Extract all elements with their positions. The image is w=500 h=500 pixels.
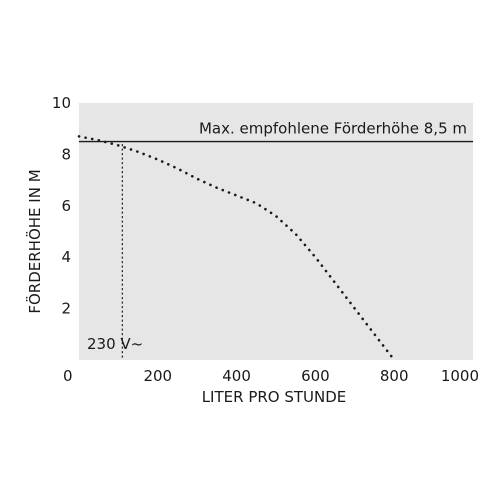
plot-area xyxy=(79,103,473,360)
x-tick-label-400: 400 xyxy=(222,367,251,385)
y-tick-label-8: 8 xyxy=(61,145,71,163)
x-tick-label-0: 0 xyxy=(63,367,73,385)
curve-line xyxy=(77,135,396,362)
y-tick-label-6: 6 xyxy=(61,197,71,215)
x-tick-labels: 0 200 400 600 800 1000 xyxy=(63,367,479,385)
series-label-230v: 230 V~ xyxy=(87,335,143,353)
y-tick-label-10: 10 xyxy=(52,94,71,112)
x-tick-label-800: 800 xyxy=(380,367,409,385)
y-axis-label: FÖRDERHÖHE IN M xyxy=(25,169,44,313)
x-tick-label-200: 200 xyxy=(143,367,172,385)
x-tick-label-600: 600 xyxy=(301,367,330,385)
y-tick-label-4: 4 xyxy=(61,248,71,266)
y-tick-labels: 2 4 6 8 10 xyxy=(52,94,71,318)
y-tick-label-2: 2 xyxy=(61,300,71,318)
x-axis-label: LITER PRO STUNDE xyxy=(202,388,347,406)
max-height-reference-label: Max. empfohlene Förderhöhe 8,5 m xyxy=(199,120,467,138)
performance-curve xyxy=(77,135,396,362)
x-tick-label-1000: 1000 xyxy=(441,367,479,385)
